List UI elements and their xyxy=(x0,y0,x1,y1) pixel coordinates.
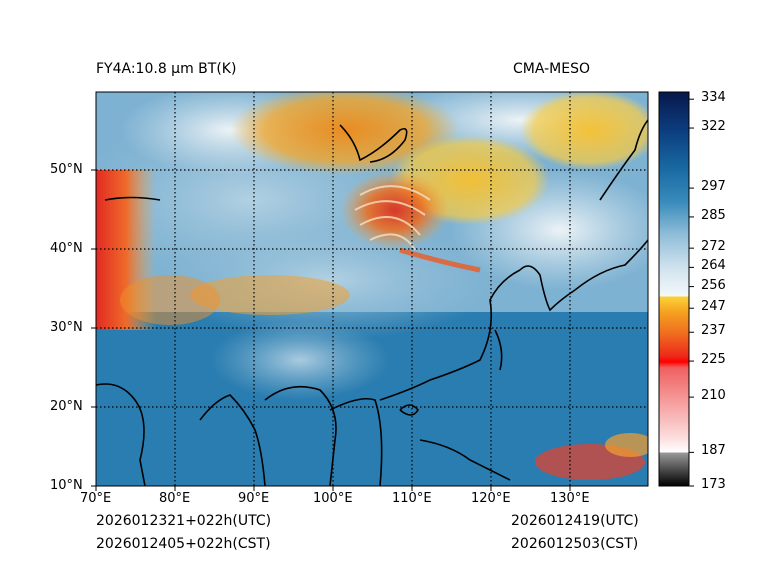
cyclone-swirl xyxy=(340,170,450,250)
lon-label-90: 90°E xyxy=(238,491,270,506)
lon-label-80: 80°E xyxy=(159,491,191,506)
colorbar-tick-label: 322 xyxy=(701,119,726,135)
colorbar-tick-label: 256 xyxy=(701,277,726,293)
map-frame xyxy=(95,91,649,487)
lon-label-70: 70°E xyxy=(80,491,112,506)
lat-label-50: 50°N xyxy=(50,162,83,177)
colorbar-tick-label: 210 xyxy=(701,388,726,404)
colorbar-tick-label: 297 xyxy=(701,179,726,195)
valid-time-utc: 2026012419(UTC) xyxy=(511,513,639,529)
lat-label-30: 30°N xyxy=(50,320,83,335)
colorbar-tick-label: 285 xyxy=(701,207,726,223)
lon-label-120: 120°E xyxy=(471,491,511,506)
colorbar-tick-label: 173 xyxy=(701,477,726,492)
lon-label-100: 100°E xyxy=(313,491,353,506)
lat-label-20: 20°N xyxy=(50,399,83,414)
colorbar-tick-label: 247 xyxy=(701,299,726,315)
chart-title-left: FY4A:10.8 µm BT(K) xyxy=(96,61,237,77)
lon-label-110: 110°E xyxy=(392,491,432,506)
colorbar-tick-label: 334 xyxy=(701,90,726,106)
colorbar-tick-label: 237 xyxy=(701,323,726,339)
init-time-utc: 2026012321+022h(UTC) xyxy=(96,513,272,529)
coastlines xyxy=(96,119,648,486)
init-time-cst: 2026012405+022h(CST) xyxy=(96,536,271,552)
lat-label-40: 40°N xyxy=(50,241,83,256)
lon-label-130: 130°E xyxy=(550,491,590,506)
chart-title-right: CMA-MESO xyxy=(513,61,591,77)
colorbar-gradient xyxy=(658,91,690,487)
colorbar-tick-label: 264 xyxy=(701,258,726,274)
colorbar-tick-label: 187 xyxy=(701,443,726,459)
lat-label-10: 10°N xyxy=(50,478,83,493)
graticule xyxy=(96,92,648,486)
colorbar-tick-label: 225 xyxy=(701,352,726,368)
northern-cloud-mass xyxy=(230,92,460,175)
colorbar-tick-label: 272 xyxy=(701,239,726,255)
valid-time-cst: 2026012503(CST) xyxy=(511,536,639,552)
